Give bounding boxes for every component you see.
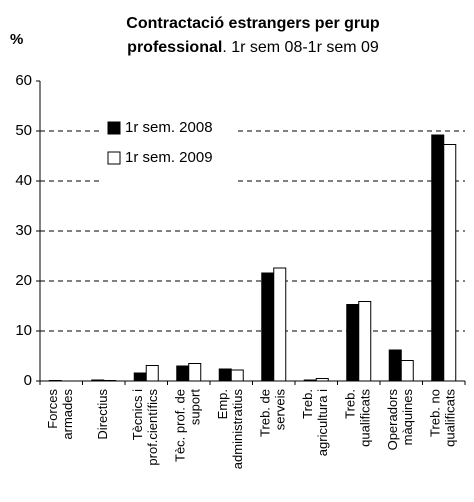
x-tick-label: Emp. bbox=[215, 389, 230, 419]
y-tick-label: 10 bbox=[15, 322, 32, 339]
x-tick-label: Tèc. prof. de bbox=[173, 389, 188, 462]
y-tick-label: 50 bbox=[15, 122, 32, 139]
x-tick-label: agricultura i bbox=[315, 389, 330, 456]
x-tick-label: Tècnics i bbox=[130, 389, 145, 440]
bar bbox=[431, 134, 445, 382]
bar bbox=[358, 301, 372, 382]
x-tick-label: màquines bbox=[400, 389, 415, 446]
bar bbox=[261, 272, 275, 382]
bar bbox=[145, 365, 159, 382]
chart-title: Contractació estrangers per grup bbox=[126, 15, 380, 32]
y-tick-label: 0 bbox=[24, 372, 32, 389]
x-tick-label: serveis bbox=[273, 389, 288, 431]
x-tick-label: qualificats bbox=[358, 389, 373, 447]
chart-subtitle: . 1r sem 08-1r sem 09 bbox=[222, 39, 379, 56]
legend-label: 1r sem. 2009 bbox=[125, 149, 213, 166]
x-tick-label: Treb. bbox=[300, 389, 315, 419]
bar bbox=[400, 360, 414, 382]
x-tick-label: Forces bbox=[45, 389, 60, 429]
x-tick-label: qualificats bbox=[443, 389, 458, 447]
bar bbox=[273, 267, 287, 382]
bar bbox=[230, 369, 244, 382]
bar bbox=[346, 304, 360, 382]
x-tick-label: Treb. de bbox=[258, 389, 273, 437]
legend-swatch bbox=[107, 121, 121, 135]
y-axis-label: % bbox=[10, 31, 23, 48]
x-tick-label: administratius bbox=[230, 389, 245, 470]
legend-label: 1r sem. 2008 bbox=[125, 119, 213, 136]
y-tick-label: 40 bbox=[15, 172, 32, 189]
x-tick-label: Treb. no bbox=[428, 389, 443, 437]
x-tick-label: Treb. bbox=[343, 389, 358, 419]
bar bbox=[443, 144, 457, 382]
bar bbox=[133, 372, 147, 382]
legend: 1r sem. 2008 1r sem. 2009 bbox=[100, 112, 235, 202]
x-tick-label: armades bbox=[60, 389, 75, 440]
chart-title-line: professional. 1r sem 08-1r sem 09 bbox=[127, 39, 379, 56]
bar bbox=[176, 365, 190, 382]
x-tick-label: prof.científics bbox=[145, 389, 160, 466]
x-tick-label: Operadors bbox=[385, 389, 400, 451]
legend-swatch bbox=[107, 151, 121, 165]
legend-bg bbox=[100, 112, 235, 202]
y-tick-label: 30 bbox=[15, 222, 32, 239]
bar bbox=[218, 368, 232, 382]
chart-title-end: professional bbox=[127, 39, 222, 56]
bar bbox=[388, 349, 402, 382]
bar bbox=[188, 363, 202, 382]
y-tick-label: 20 bbox=[15, 272, 32, 289]
x-tick-label: Directius bbox=[95, 389, 110, 440]
y-tick-label: 60 bbox=[15, 72, 32, 89]
x-tick-label: suport bbox=[188, 389, 203, 426]
